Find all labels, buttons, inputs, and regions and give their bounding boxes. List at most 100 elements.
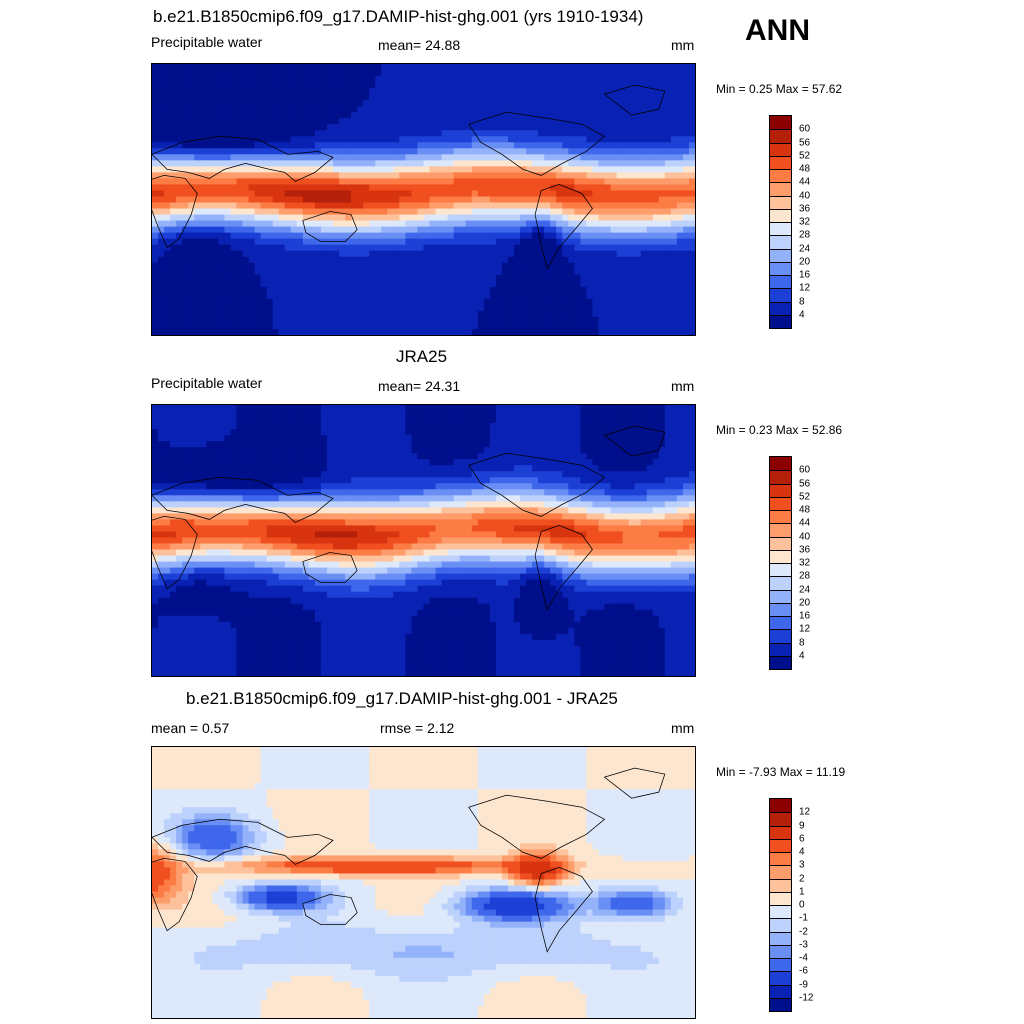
map-cell (387, 214, 394, 222)
map-cell (622, 76, 630, 83)
map-cell (266, 405, 274, 412)
map-cell (200, 405, 207, 412)
map-cell (532, 459, 539, 466)
map-cell (266, 106, 274, 113)
map-cell (604, 274, 611, 282)
map-cell (405, 178, 412, 185)
map-cell (345, 280, 352, 288)
map-cell (652, 405, 660, 412)
map-cell (152, 148, 159, 155)
map-cell (212, 70, 219, 77)
map-cell (284, 298, 292, 306)
map-cell (634, 220, 642, 228)
map-cell (345, 100, 352, 107)
map-cell (314, 160, 322, 167)
map-cell (628, 286, 636, 294)
map-cell (381, 328, 388, 335)
map-cell (622, 244, 630, 252)
map-cell (646, 322, 654, 330)
map-cell (610, 124, 618, 131)
map-cell (369, 298, 376, 306)
map-cell (206, 298, 213, 306)
map-cell (514, 148, 521, 155)
map-cell (616, 214, 624, 222)
map-cell (314, 250, 322, 258)
colorbar-tick-label: 60 (799, 123, 811, 135)
map-cell (688, 322, 695, 330)
map-cell (646, 196, 654, 203)
map-cell (218, 441, 225, 448)
map-cell (302, 160, 310, 167)
map-cell (592, 124, 599, 131)
map-cell (284, 250, 292, 258)
map-cell (272, 100, 280, 107)
map-cell (465, 459, 473, 466)
map-cell (628, 100, 636, 107)
map-cell (514, 423, 521, 430)
map-cell (363, 441, 370, 448)
map-cell (399, 172, 406, 179)
map-cell (320, 106, 328, 113)
map-cell (411, 154, 418, 161)
map-cell (351, 274, 358, 282)
map-cell (345, 154, 352, 161)
map-cell (375, 304, 382, 312)
map-cell (538, 190, 545, 197)
map-cell (290, 160, 298, 167)
map-cell (302, 196, 310, 203)
map-cell (182, 70, 189, 77)
map-cell (495, 184, 503, 191)
map-cell (664, 232, 672, 240)
map-cell (544, 405, 551, 412)
map-cell (586, 447, 593, 454)
map-cell (520, 178, 527, 185)
map-cell (562, 112, 569, 119)
map-cell (176, 130, 183, 137)
map-cell (345, 459, 352, 466)
map-cell (248, 435, 256, 442)
map-cell (345, 76, 352, 83)
map-cell (423, 136, 430, 143)
map-cell (592, 64, 599, 71)
map-cell (200, 226, 207, 234)
map-cell (526, 172, 533, 179)
map-cell (556, 148, 563, 155)
map-cell (393, 172, 400, 179)
map-cell (152, 82, 159, 89)
map-cell (326, 160, 334, 167)
map-cell (417, 411, 424, 418)
map-cell (152, 70, 159, 77)
map-cell (333, 304, 340, 312)
map-cell (586, 124, 593, 131)
map-cell (164, 76, 171, 83)
map-cell (664, 64, 672, 71)
map-cell (574, 202, 581, 209)
map-cell (357, 328, 364, 335)
map-cell (471, 316, 479, 324)
map-cell (423, 441, 430, 448)
map-cell (260, 166, 268, 173)
map-cell (483, 429, 491, 436)
map-cell (634, 411, 642, 418)
map-cell (634, 256, 642, 264)
map-cell (224, 423, 231, 430)
map-cell (646, 88, 654, 95)
map-cell (152, 298, 159, 306)
map-cell (170, 178, 177, 185)
map-cell (351, 178, 358, 185)
map-cell (399, 82, 406, 89)
map-cell (520, 244, 527, 252)
map-cell (465, 166, 473, 173)
map-cell (477, 220, 485, 228)
map-cell (242, 316, 249, 324)
map-cell (538, 184, 545, 191)
map-cell (495, 190, 503, 197)
map-cell (532, 196, 539, 203)
map-cell (435, 70, 443, 77)
map-cell (628, 154, 636, 161)
map-cell (616, 226, 624, 234)
map-cell (284, 238, 292, 246)
map-cell (200, 328, 207, 335)
map-cell (459, 459, 467, 466)
map-cell (544, 214, 551, 222)
